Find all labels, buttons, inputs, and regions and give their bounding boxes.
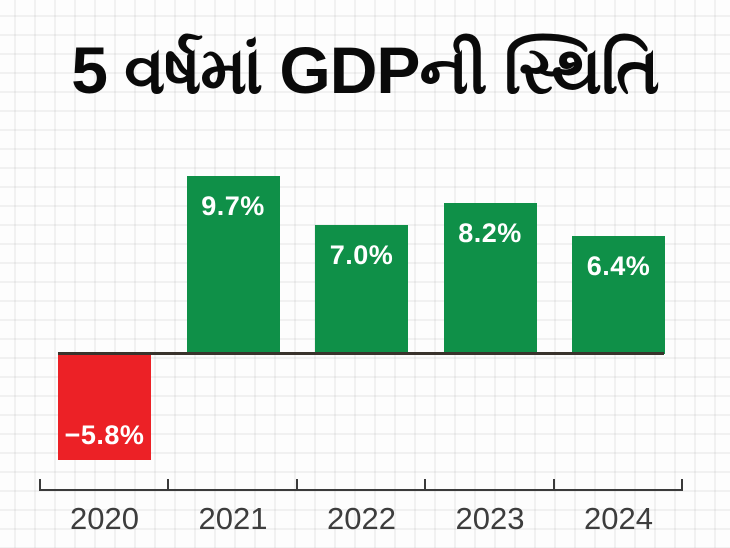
bar-2022: 7.0% bbox=[315, 225, 408, 354]
x-axis-label-2024: 2024 bbox=[584, 501, 653, 536]
x-axis-label-2020: 2020 bbox=[70, 501, 139, 536]
bar-value-label: 6.4% bbox=[586, 251, 651, 282]
bar-value-label: 7.0% bbox=[329, 240, 394, 271]
bar-value-label: −5.8% bbox=[64, 419, 145, 450]
bar-value-label: 9.7% bbox=[201, 190, 265, 221]
chart-title: 5 વર્ષમાં GDPની સ્થિતિ bbox=[71, 33, 659, 107]
x-axis-label-2023: 2023 bbox=[455, 501, 525, 536]
bar-2023: 8.2% bbox=[443, 203, 537, 354]
bar-2024: 6.4% bbox=[572, 236, 665, 354]
bar-value-label: 8.2% bbox=[458, 218, 522, 249]
x-axis-tick bbox=[424, 479, 427, 491]
x-axis-tick bbox=[552, 479, 555, 491]
x-axis-line bbox=[40, 489, 682, 491]
x-axis-label-2022: 2022 bbox=[327, 501, 396, 536]
x-axis-tick bbox=[167, 479, 170, 491]
x-axis-label-2021: 2021 bbox=[198, 501, 268, 536]
x-axis-tick bbox=[39, 479, 41, 491]
bar-2021: 9.7% bbox=[186, 175, 280, 354]
zero-baseline bbox=[58, 352, 664, 355]
x-axis-tick bbox=[295, 479, 298, 491]
bar-2020: −5.8% bbox=[58, 353, 151, 460]
x-axis-tick bbox=[681, 479, 683, 491]
